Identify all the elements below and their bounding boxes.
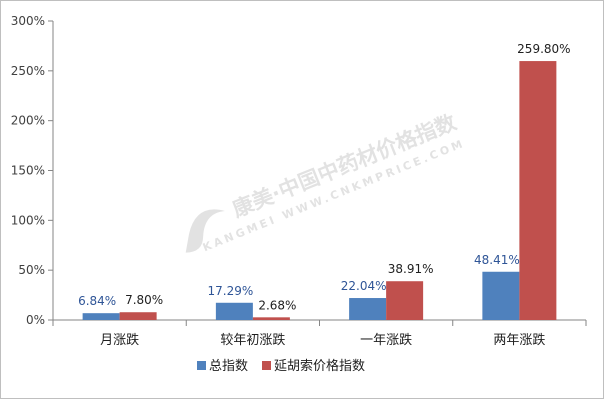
legend-label: 总指数 — [209, 359, 248, 374]
bar-yanhusuo-index — [119, 312, 157, 320]
data-label: 17.29% — [207, 284, 253, 298]
data-label: 6.84% — [78, 294, 116, 308]
bar-yanhusuo-index — [386, 281, 424, 320]
y-tick-label: 300% — [11, 14, 45, 28]
data-label: 38.91% — [388, 262, 434, 276]
legend: 总指数 延胡索价格指数 — [197, 358, 365, 374]
x-category-label: 两年涨跌 — [493, 332, 545, 348]
y-tick-label: 250% — [11, 64, 45, 78]
bar-total-index — [349, 298, 387, 320]
bars — [82, 61, 557, 320]
x-category-label: 月涨跌 — [100, 332, 139, 348]
bar-yanhusuo-index — [252, 317, 290, 320]
data-label: 2.68% — [258, 298, 296, 312]
legend-swatch — [262, 361, 271, 370]
y-tick-label: 0% — [26, 313, 45, 327]
bar-yanhusuo-index — [519, 61, 557, 320]
x-category-label: 一年涨跌 — [360, 332, 412, 348]
y-tick-label: 50% — [18, 263, 45, 277]
data-label: 48.41% — [474, 253, 520, 267]
x-category-label: 较年初涨跌 — [220, 332, 285, 348]
legend-label: 延胡索价格指数 — [274, 358, 365, 374]
data-label: 7.80% — [125, 293, 163, 307]
data-labels: 6.84% 17.29% 22.04% 48.41% 7.80% 2.68% 38.91% 2… — [78, 42, 571, 312]
bar-total-index — [215, 302, 253, 320]
legend-swatch — [197, 361, 206, 370]
data-label: 22.04% — [341, 279, 387, 293]
watermark-swirl-icon — [185, 209, 225, 253]
y-tick-label: 200% — [11, 114, 45, 128]
bar-total-index — [82, 313, 120, 320]
watermark-text: 康美·中国中药材价格指数 — [229, 110, 460, 222]
bar-total-index — [482, 271, 520, 320]
y-tick-label: 150% — [11, 164, 45, 178]
data-label: 259.80% — [517, 42, 570, 56]
y-tick-label: 100% — [11, 213, 45, 227]
axes: 0% 50% 100% 150% 200% 250% 300% 月涨跌 较年初涨跌 一年涨跌 两年涨… — [11, 14, 587, 348]
